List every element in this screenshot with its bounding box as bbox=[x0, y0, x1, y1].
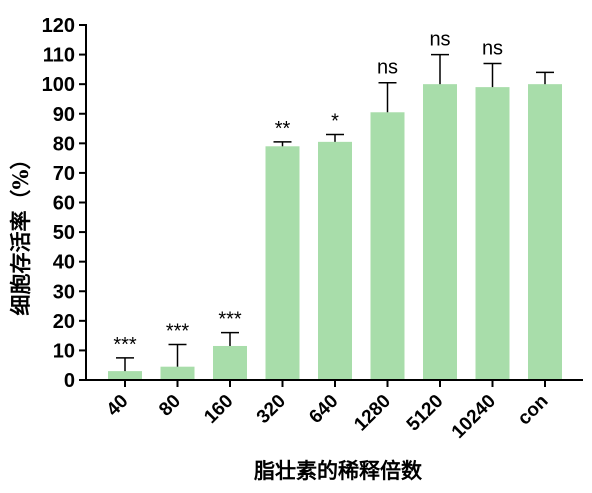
y-tick-label: 100 bbox=[42, 74, 75, 96]
y-tick-label: 30 bbox=[53, 281, 75, 303]
y-tick-label: 10 bbox=[53, 340, 75, 362]
x-axis-title: 脂壮素的稀释倍数 bbox=[254, 458, 423, 483]
x-tick-label: 10240 bbox=[448, 391, 500, 443]
y-tick-label: 70 bbox=[53, 163, 75, 185]
significance-label: ns bbox=[377, 57, 398, 79]
plot-area: *** 40 *** 80 *** 160 ** 320 * 640 ns 1280 ns 5120 ns 1… bbox=[42, 15, 583, 443]
x-tick-label: 160 bbox=[200, 391, 237, 428]
bar bbox=[370, 112, 405, 380]
bar bbox=[318, 141, 352, 380]
x-tick-label: 80 bbox=[155, 391, 185, 421]
y-tick-label: 80 bbox=[53, 133, 75, 155]
significance-label: ns bbox=[482, 37, 503, 59]
y-tick-label: 50 bbox=[53, 222, 75, 244]
significance-label: ** bbox=[275, 118, 291, 140]
x-tick-label: 40 bbox=[103, 391, 133, 421]
bar bbox=[265, 146, 300, 380]
y-tick-label: 20 bbox=[53, 311, 75, 333]
bar bbox=[213, 345, 247, 380]
x-tick-label: 640 bbox=[305, 391, 342, 428]
bar bbox=[423, 84, 457, 381]
y-tick-label: 0 bbox=[64, 370, 75, 392]
x-tick-label: con bbox=[514, 391, 553, 430]
bar bbox=[528, 84, 562, 381]
significance-label: * bbox=[331, 110, 339, 132]
bar bbox=[160, 366, 195, 380]
significance-label: ns bbox=[429, 29, 450, 51]
significance-label: *** bbox=[113, 334, 137, 356]
y-tick-label: 90 bbox=[53, 104, 75, 126]
x-tick-label: 5120 bbox=[403, 391, 448, 436]
y-tick-label: 60 bbox=[53, 193, 75, 215]
bar bbox=[475, 87, 510, 380]
bar bbox=[108, 371, 142, 380]
significance-label: *** bbox=[218, 309, 242, 331]
y-axis-title: 细胞存活率（%） bbox=[8, 149, 33, 316]
y-tick-label: 40 bbox=[53, 252, 75, 274]
y-tick-label: 120 bbox=[42, 15, 75, 37]
y-tick-label: 110 bbox=[43, 45, 75, 67]
x-tick-label: 320 bbox=[253, 391, 290, 428]
x-tick-label: 1280 bbox=[350, 391, 395, 436]
significance-label: *** bbox=[166, 321, 190, 343]
